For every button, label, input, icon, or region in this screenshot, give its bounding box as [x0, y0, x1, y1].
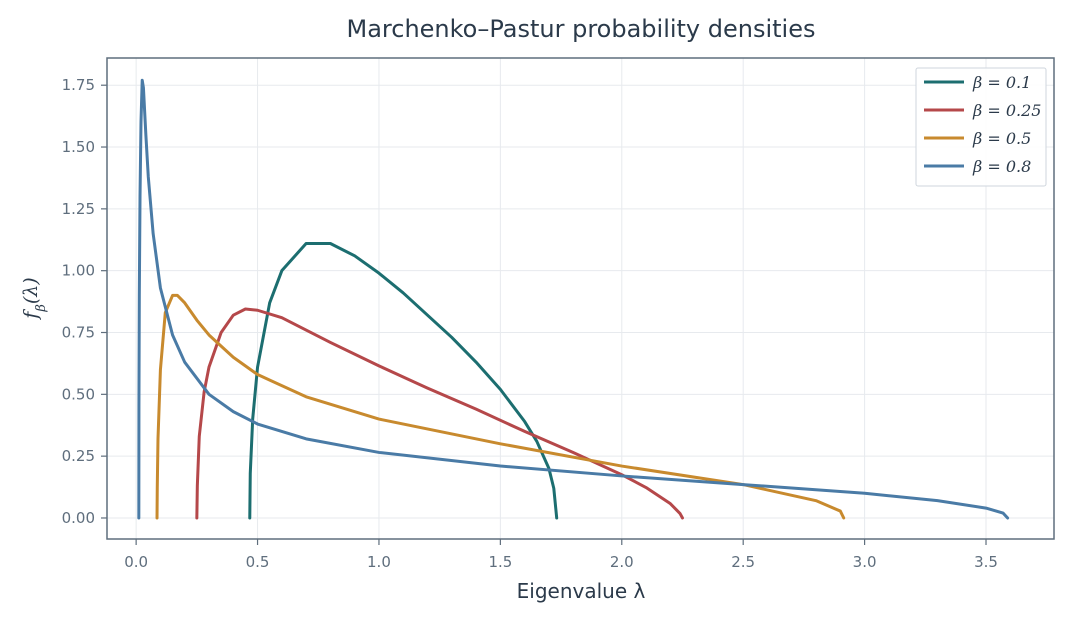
x-tick-label: 0.5 — [246, 553, 270, 571]
x-tick-label: 2.0 — [610, 553, 634, 571]
x-axis-label: Eigenvalue λ — [517, 579, 646, 603]
y-tick-label: 1.50 — [62, 138, 95, 156]
y-tick-label: 1.00 — [62, 262, 95, 280]
x-tick-label: 1.5 — [488, 553, 512, 571]
x-tick-label: 3.0 — [853, 553, 877, 571]
y-tick-label: 1.25 — [62, 200, 95, 218]
y-axis-ticks: 0.00 0.25 0.50 0.75 1.00 1.25 1.50 1.75 — [62, 76, 107, 527]
legend-label: β = 0.25 — [972, 101, 1041, 120]
plot-frame — [106, 57, 1055, 540]
legend-label: β = 0.8 — [972, 157, 1031, 176]
legend-label: β = 0.1 — [972, 73, 1031, 92]
y-tick-label: 0.00 — [62, 509, 95, 527]
y-tick-label: 0.50 — [62, 385, 95, 403]
series-line-1 — [195, 307, 684, 520]
legend-label: β = 0.5 — [972, 129, 1031, 148]
plot-lines — [137, 78, 1010, 520]
series-line-0 — [248, 241, 559, 520]
y-tick-label: 0.25 — [62, 447, 95, 465]
x-tick-label: 0.0 — [124, 553, 148, 571]
gridlines — [107, 58, 1054, 539]
y-axis-label: fβ(λ) — [20, 277, 49, 320]
x-axis-ticks: 0.0 0.5 1.0 1.5 2.0 2.5 3.0 3.5 — [124, 539, 998, 571]
x-tick-label: 2.5 — [731, 553, 755, 571]
legend-box — [915, 67, 1047, 187]
svg-text:fβ(λ): fβ(λ) — [20, 277, 49, 320]
series-line-3 — [137, 78, 1010, 520]
x-tick-label: 1.0 — [367, 553, 391, 571]
series-line-2 — [155, 293, 846, 520]
chart-title: Marchenko–Pastur probability densities — [347, 15, 816, 43]
y-tick-label: 1.75 — [62, 76, 95, 94]
x-tick-label: 3.5 — [974, 553, 998, 571]
legend: β = 0.1 β = 0.25 β = 0.5 β = 0.8 — [915, 67, 1047, 187]
y-tick-label: 0.75 — [62, 324, 95, 342]
